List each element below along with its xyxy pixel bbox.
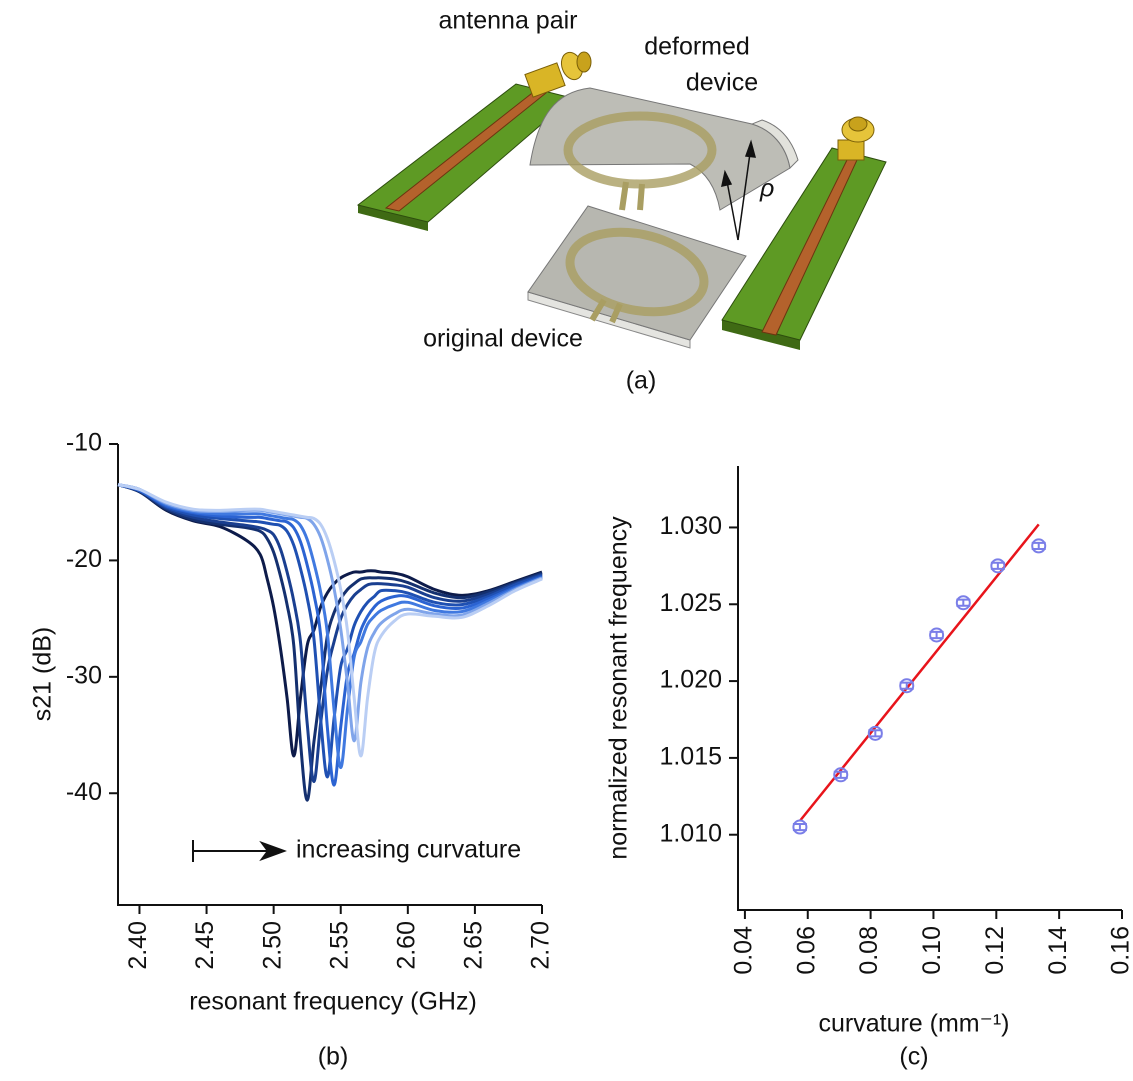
series-line	[117, 483, 543, 758]
series-line	[117, 483, 543, 779]
series-line	[117, 483, 543, 770]
chart: -10 -20 -30 -40 2.40 2.45 2.50 2.55 2.60 2.65 2.70…	[29, 429, 555, 1071]
x-tick-label: 0.08	[855, 926, 883, 975]
y-axis-label: normalized resonant frequency	[605, 516, 633, 860]
x-tick-label: 2.40	[124, 921, 152, 970]
chart: 1.010 1.015 1.020 1.025 1.030 0.04 0.06 0.08 0.1…	[605, 466, 1133, 1071]
label: device	[686, 69, 758, 97]
x-tick-label: 2.45	[191, 921, 219, 970]
ring-lead	[589, 298, 623, 324]
series-line	[117, 483, 543, 784]
error-bar	[956, 598, 971, 607]
x-axis-label: resonant frequency (GHz)	[189, 988, 477, 1016]
x-tick-label: 0.14	[1044, 926, 1072, 975]
y-tick-label: -30	[66, 661, 102, 689]
connector	[837, 116, 875, 161]
annotation-arrow	[192, 840, 287, 862]
panel-label: (b)	[318, 1043, 349, 1071]
y-tick-label: 1.010	[659, 819, 722, 847]
label: deformed	[644, 33, 750, 61]
x-tick-label: 2.60	[392, 921, 420, 970]
error-bar	[792, 822, 807, 832]
y-axis-label: s21 (dB)	[29, 627, 57, 721]
x-tick-label: 2.55	[325, 921, 353, 970]
error-bar	[899, 681, 914, 690]
point	[955, 595, 971, 611]
point	[792, 819, 808, 835]
error-bar	[929, 630, 944, 640]
x-tick-label: 0.06	[792, 926, 820, 975]
y-tick-label: 1.020	[659, 666, 722, 694]
x-axis-label: curvature (mm⁻¹)	[819, 1010, 1010, 1038]
y-tick-label: 1.030	[659, 512, 722, 540]
y-tick-label: -10	[66, 429, 102, 457]
point	[929, 627, 945, 643]
board-side	[358, 205, 428, 231]
sensor-ring	[565, 227, 709, 317]
x-tick-label: 2.50	[258, 921, 286, 970]
label: ρ	[759, 175, 774, 203]
label: original device	[423, 325, 583, 353]
panel-label: (c)	[899, 1043, 928, 1071]
device-edge	[750, 119, 799, 170]
illustration: antenna pair deformed device ρ original …	[356, 7, 887, 395]
x-tick-label: 0.12	[981, 926, 1009, 975]
point	[899, 678, 915, 694]
point	[867, 725, 883, 741]
y-tick-label: -20	[66, 545, 102, 573]
series-line	[117, 483, 543, 787]
panel-label: (a)	[626, 367, 657, 395]
y-tick-label: 1.025	[659, 589, 722, 617]
annotation: increasing curvature	[296, 836, 521, 864]
axis-line	[737, 466, 1122, 911]
point	[833, 767, 849, 783]
x-tick-label: 2.70	[527, 921, 555, 970]
board-side	[722, 320, 800, 350]
x-tick-label: 2.65	[460, 921, 488, 970]
point	[1031, 538, 1047, 554]
x-tick-label: 0.04	[730, 926, 758, 975]
error-bar	[990, 561, 1005, 570]
y-tick-label: 1.015	[659, 743, 722, 771]
original-device	[527, 205, 747, 341]
connector	[524, 51, 592, 98]
x-tick-label: 0.16	[1107, 926, 1133, 975]
y-tick-label: -40	[66, 778, 102, 806]
axis-line	[117, 444, 542, 906]
label: antenna pair	[438, 7, 577, 35]
error-bar	[1031, 541, 1046, 550]
point	[990, 558, 1006, 574]
series-line	[117, 483, 543, 743]
series-line	[117, 483, 543, 758]
ring-lead	[619, 181, 645, 211]
x-tick-label: 0.10	[918, 926, 946, 975]
copper-strip	[384, 89, 548, 212]
radius-arrows	[721, 139, 757, 241]
